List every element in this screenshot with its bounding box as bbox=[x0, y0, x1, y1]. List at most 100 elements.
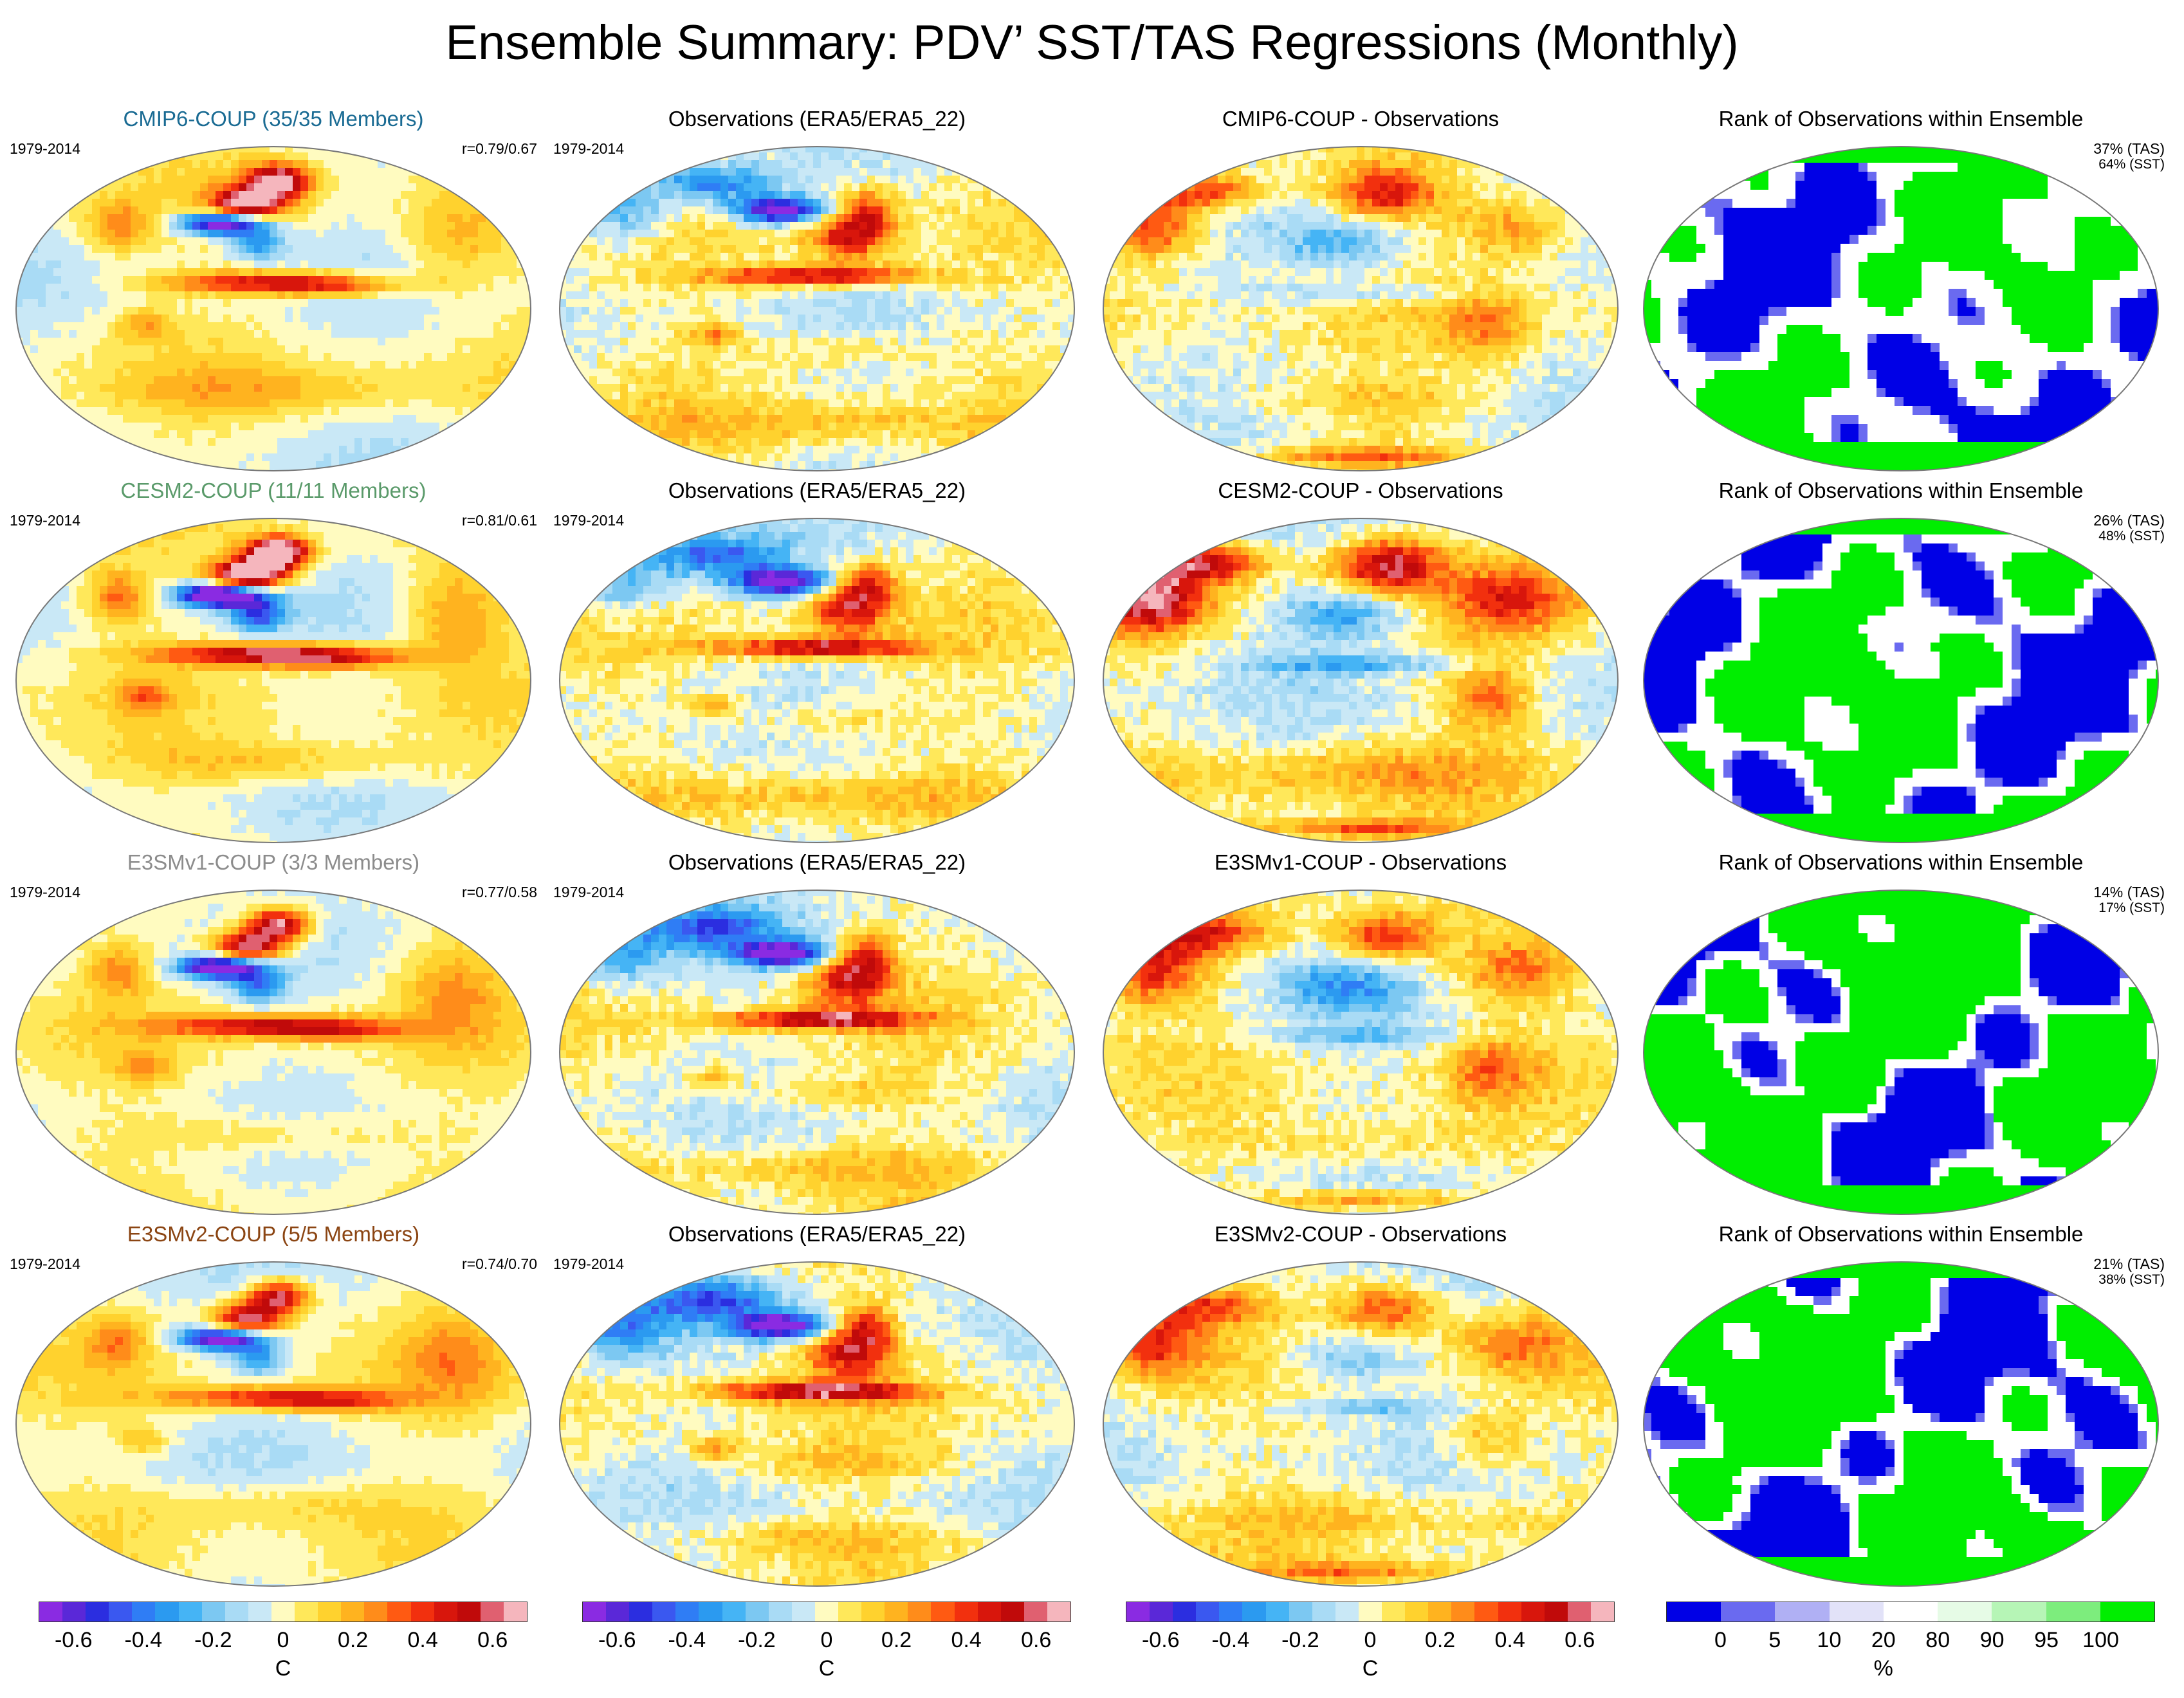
map-cell bbox=[751, 322, 759, 330]
map-cell bbox=[331, 322, 339, 330]
map-cell bbox=[285, 206, 293, 214]
map-cell bbox=[15, 222, 23, 230]
map-cell bbox=[821, 299, 829, 307]
map-cell bbox=[347, 392, 354, 399]
map-cell bbox=[859, 369, 867, 376]
map-cell bbox=[447, 276, 455, 284]
map-cell bbox=[277, 299, 285, 307]
map-cell bbox=[697, 191, 705, 199]
map-cell bbox=[154, 392, 161, 399]
map-cell bbox=[169, 276, 177, 284]
map-cell bbox=[200, 276, 208, 284]
map-cell bbox=[836, 322, 844, 330]
map-cell bbox=[84, 276, 92, 284]
map-cell bbox=[23, 469, 30, 473]
map-cell bbox=[1006, 369, 1014, 376]
map-cell bbox=[674, 276, 682, 284]
map-cell bbox=[262, 376, 270, 384]
map-cell bbox=[115, 461, 123, 469]
map-cell bbox=[316, 338, 324, 345]
map-cell bbox=[690, 291, 697, 299]
map-cell bbox=[478, 315, 486, 322]
map-cell bbox=[424, 222, 432, 230]
map-cell bbox=[728, 253, 736, 260]
map-cell bbox=[651, 191, 659, 199]
map-cell bbox=[913, 307, 921, 315]
map-cell bbox=[574, 330, 582, 338]
map-cell bbox=[744, 237, 751, 245]
map-cell bbox=[805, 160, 813, 168]
map-cell bbox=[821, 307, 829, 315]
map-cell bbox=[46, 160, 53, 168]
map-cell bbox=[952, 338, 960, 345]
map-cell bbox=[46, 407, 53, 415]
map-cell bbox=[867, 376, 875, 384]
map-cell bbox=[566, 307, 574, 315]
map-cell bbox=[898, 322, 906, 330]
map-cell bbox=[439, 291, 447, 299]
map-cell bbox=[493, 168, 501, 176]
map-cell bbox=[231, 214, 239, 222]
map-cell bbox=[146, 183, 154, 191]
map-cell bbox=[293, 446, 300, 453]
map-cell bbox=[566, 191, 574, 199]
map-cell bbox=[123, 183, 131, 191]
map-cell bbox=[138, 461, 146, 469]
map-cell bbox=[929, 345, 937, 353]
map-cell bbox=[720, 230, 728, 237]
map-cell bbox=[767, 199, 775, 206]
map-cell bbox=[813, 369, 821, 376]
map-cell bbox=[524, 384, 532, 392]
map-cell bbox=[192, 284, 200, 291]
map-cell bbox=[1029, 152, 1037, 160]
map-cell bbox=[277, 276, 285, 284]
map-cell bbox=[223, 392, 231, 399]
map-cell bbox=[744, 353, 751, 361]
map-cell bbox=[582, 260, 589, 268]
map-cell bbox=[115, 415, 123, 423]
map-cell bbox=[968, 338, 975, 345]
map-cell bbox=[378, 353, 385, 361]
map-cell bbox=[1014, 291, 1022, 299]
map-cell bbox=[300, 407, 308, 415]
map-cell bbox=[239, 291, 246, 299]
map-cell bbox=[478, 191, 486, 199]
map-cell bbox=[589, 376, 597, 384]
map-cell bbox=[798, 307, 805, 315]
map-cell bbox=[921, 369, 929, 376]
map-cell bbox=[339, 291, 347, 299]
map-cell bbox=[1045, 160, 1052, 168]
map-cell bbox=[84, 469, 92, 473]
map-cell bbox=[185, 168, 192, 176]
map-cell bbox=[408, 376, 416, 384]
map-cell bbox=[277, 168, 285, 176]
map-cell bbox=[517, 199, 524, 206]
map-cell bbox=[486, 152, 493, 160]
map-cell bbox=[852, 199, 859, 206]
map-cell bbox=[1037, 299, 1045, 307]
map-cell bbox=[566, 369, 574, 376]
map-cell bbox=[200, 268, 208, 276]
map-cell bbox=[875, 268, 883, 276]
map-cell bbox=[177, 399, 185, 407]
map-cell bbox=[316, 369, 324, 376]
map-cell bbox=[720, 206, 728, 214]
map-cell bbox=[455, 423, 463, 430]
map-cell bbox=[324, 376, 331, 384]
map-cell bbox=[185, 415, 192, 423]
map-cell bbox=[69, 160, 77, 168]
map-cell bbox=[354, 260, 362, 268]
map-cell bbox=[316, 214, 324, 222]
map-cell bbox=[216, 399, 223, 407]
map-cell bbox=[339, 469, 347, 473]
map-cell bbox=[875, 222, 883, 230]
map-cell bbox=[744, 191, 751, 199]
map-cell bbox=[960, 291, 968, 299]
map-cell bbox=[424, 206, 432, 214]
map-cell bbox=[913, 361, 921, 369]
map-cell bbox=[509, 384, 517, 392]
map-cell bbox=[277, 315, 285, 322]
map-cell bbox=[432, 222, 439, 230]
map-cell bbox=[200, 160, 208, 168]
map-cell bbox=[385, 430, 393, 438]
